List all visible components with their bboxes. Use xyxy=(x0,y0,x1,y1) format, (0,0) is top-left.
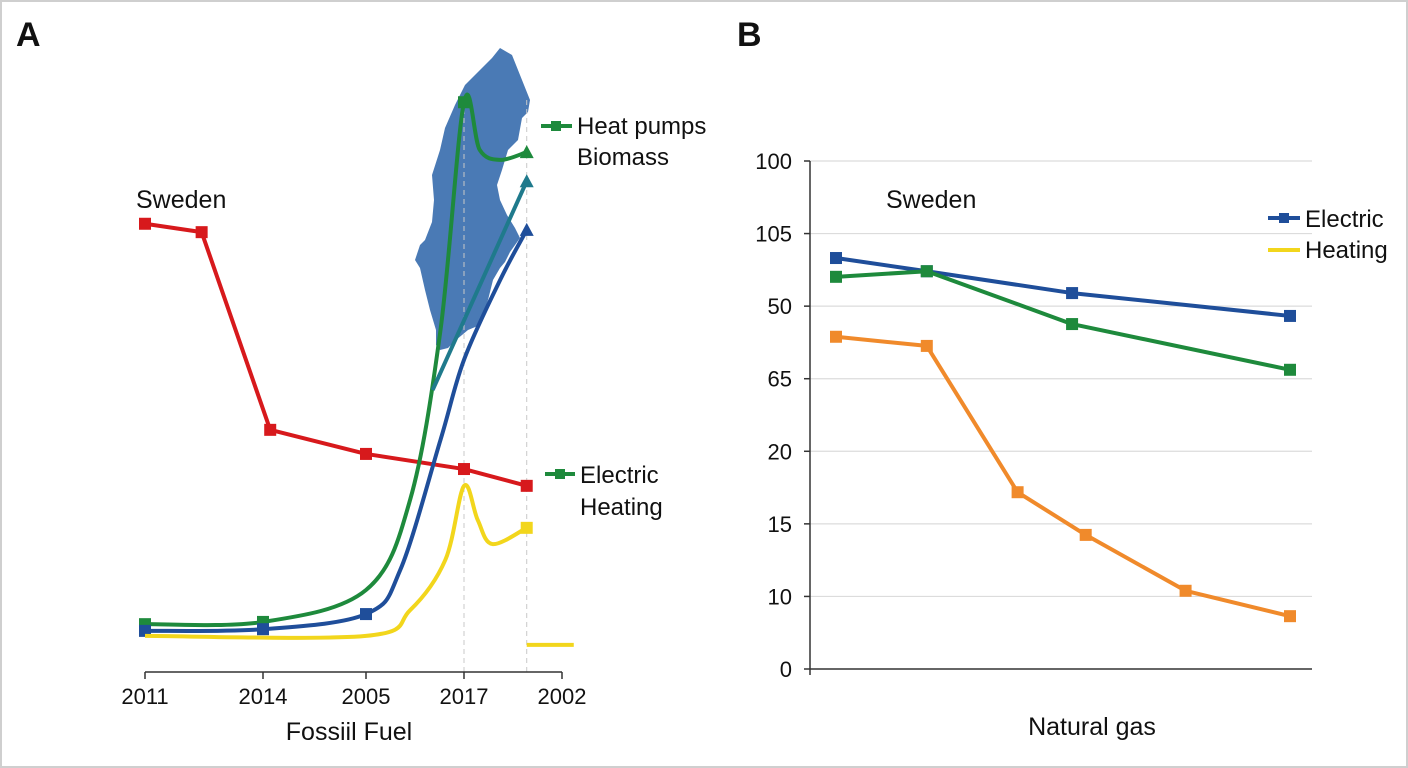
data-point xyxy=(520,479,533,492)
data-point xyxy=(920,339,933,352)
y-tick-label: 50 xyxy=(768,294,792,319)
data-point xyxy=(139,217,151,230)
legend-label: Biomass xyxy=(577,144,669,171)
data-point xyxy=(519,145,534,159)
b-annotation-sweden: Sweden xyxy=(886,186,976,214)
y-tick-label: 0 xyxy=(780,657,792,682)
data-point xyxy=(830,270,842,283)
data-point xyxy=(1066,287,1079,300)
y-tick-label: 105 xyxy=(755,222,792,247)
legend-label: Heat pumps xyxy=(577,113,706,140)
data-point xyxy=(1284,610,1296,623)
series-line xyxy=(139,222,534,637)
series-line xyxy=(830,252,1296,322)
x-tick-label: 2002 xyxy=(538,684,587,709)
panel-a-label: A xyxy=(16,16,41,54)
series-path xyxy=(835,334,1291,619)
data-point xyxy=(1179,584,1192,597)
y-tick-label: 100 xyxy=(755,149,792,174)
data-point xyxy=(195,226,208,239)
series-line xyxy=(139,217,533,492)
a-x-axis-title: Fossiil Fuel xyxy=(286,718,412,746)
data-point xyxy=(264,423,277,436)
sweden-map-icon xyxy=(415,48,530,350)
legend-label: Heating xyxy=(580,494,663,521)
data-point xyxy=(1284,363,1296,376)
y-tick-label: 20 xyxy=(768,439,792,464)
series-line xyxy=(830,265,1296,376)
b-legend-electric: Electric xyxy=(1268,206,1384,233)
a-legend-heat-pumps: Heat pumps Biomass xyxy=(541,113,706,171)
data-point xyxy=(920,265,933,278)
series-path xyxy=(144,92,528,628)
series-line xyxy=(144,483,533,640)
y-tick-label: 65 xyxy=(768,367,792,392)
data-point xyxy=(458,96,470,109)
a-annotation-sweden: Sweden xyxy=(136,186,226,214)
data-point xyxy=(139,624,151,637)
a-legend-electric-heating: Electric Heating xyxy=(545,462,663,521)
data-point xyxy=(830,330,842,343)
data-point xyxy=(458,463,470,476)
x-tick-label: 2014 xyxy=(239,684,288,709)
x-tick-label: 2005 xyxy=(342,684,391,709)
legend-marker xyxy=(1279,213,1289,223)
data-point xyxy=(1079,528,1092,541)
b-legend-heating: Heating xyxy=(1268,237,1388,264)
data-point xyxy=(519,222,534,236)
data-point xyxy=(519,174,534,188)
panel-b-label: B xyxy=(737,16,762,54)
x-tick-label: 2017 xyxy=(440,684,489,709)
data-point xyxy=(360,447,372,460)
y-tick-label: 15 xyxy=(768,512,792,537)
legend-label: Electric xyxy=(1305,206,1384,233)
data-point xyxy=(360,608,372,621)
x-tick-label: 2011 xyxy=(121,684,168,709)
data-point xyxy=(257,623,269,636)
series-path xyxy=(144,221,528,488)
series-line xyxy=(430,174,534,391)
y-tick-label: 10 xyxy=(768,584,792,609)
series-path xyxy=(835,269,1291,372)
data-point xyxy=(1011,486,1024,499)
series-path xyxy=(144,483,528,640)
data-point xyxy=(830,252,842,265)
b-x-axis-title: Natural gas xyxy=(1028,713,1156,741)
series-line xyxy=(830,330,1296,623)
data-point xyxy=(520,521,533,534)
legend-marker xyxy=(555,469,565,479)
legend-label: Electric xyxy=(580,462,659,489)
data-point xyxy=(1066,318,1079,331)
data-point xyxy=(1284,309,1296,322)
series-path xyxy=(430,180,529,391)
series-path xyxy=(835,256,1291,318)
legend-marker xyxy=(551,121,561,131)
legend-label: Heating xyxy=(1305,237,1388,264)
